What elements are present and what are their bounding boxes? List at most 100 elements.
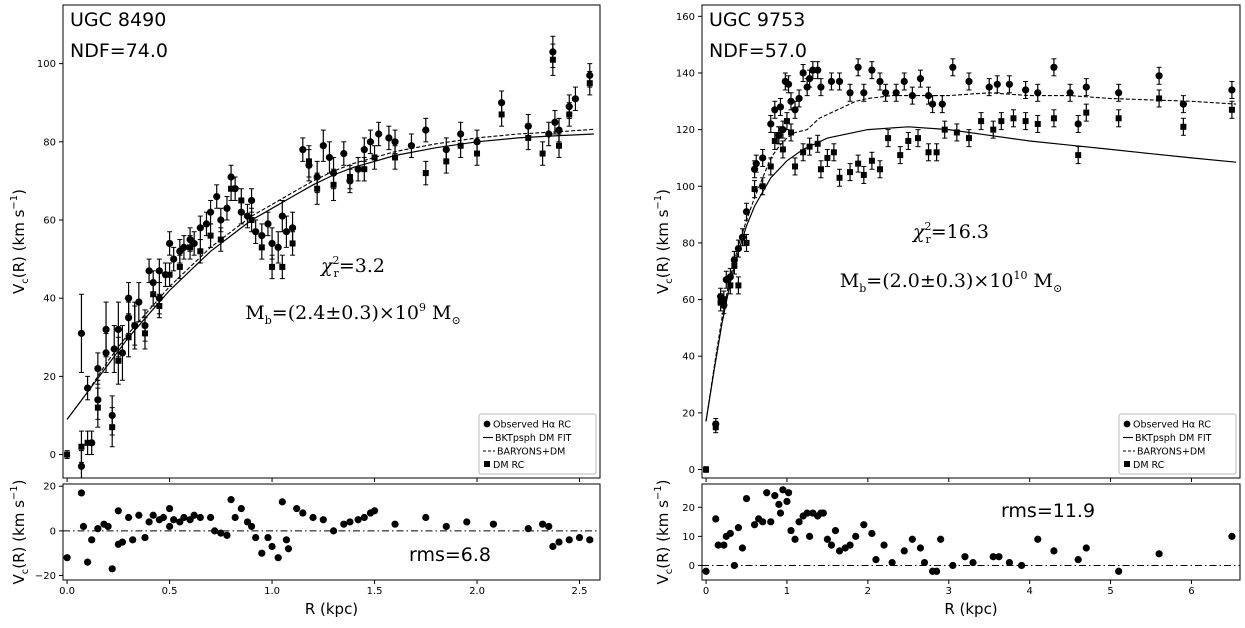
residual-point xyxy=(949,561,957,570)
observed-point xyxy=(1082,83,1090,91)
observed-point xyxy=(170,255,178,263)
observed-point xyxy=(346,177,354,185)
residual-point xyxy=(720,541,728,549)
y-tick-label: 40 xyxy=(682,352,695,363)
residual-point xyxy=(767,518,775,526)
observed-point xyxy=(742,208,751,216)
chi2-annotation: χ2 r=3.2 xyxy=(319,254,385,280)
residual-point xyxy=(779,486,787,494)
res-y-tick-label: 20 xyxy=(43,482,56,493)
dm-point xyxy=(847,169,854,176)
dm-point xyxy=(1180,123,1187,130)
dm-point xyxy=(84,439,91,446)
residual-point xyxy=(937,535,945,543)
observed-point xyxy=(360,146,368,154)
residual-point xyxy=(319,516,327,524)
residual-point xyxy=(1005,558,1014,567)
y-tick-label: 0 xyxy=(50,450,56,461)
dm-point xyxy=(556,142,563,149)
x-tick-label: 3 xyxy=(946,586,952,597)
dm-point xyxy=(915,135,922,142)
dm-point xyxy=(860,171,867,178)
residual-point xyxy=(880,541,888,549)
residual-point xyxy=(223,531,231,539)
residual-point xyxy=(329,527,338,535)
observed-point xyxy=(161,271,170,279)
observed-point xyxy=(882,89,890,97)
observed-point xyxy=(247,196,256,205)
observed-point xyxy=(375,130,383,138)
residual-point xyxy=(860,521,868,529)
observed-point xyxy=(938,100,946,108)
residual-point xyxy=(795,518,803,526)
residual-axes-frame xyxy=(701,483,1241,581)
residual-point xyxy=(159,513,168,522)
observed-point xyxy=(908,92,916,100)
y-tick-label: 80 xyxy=(682,238,695,249)
residual-point xyxy=(916,544,925,552)
observed-point xyxy=(227,173,235,181)
x-axis-label: R (kpc) xyxy=(944,600,997,618)
dm-point xyxy=(735,282,742,289)
x-tick-label: 1.0 xyxy=(264,586,280,597)
observed-point xyxy=(340,149,348,158)
residual-point xyxy=(247,522,256,531)
y-tick-label: 160 xyxy=(676,12,695,23)
dm-point xyxy=(800,149,807,156)
residual-point xyxy=(94,525,102,533)
x-tick-label: 1.5 xyxy=(367,586,383,597)
residual-point xyxy=(575,533,584,542)
dm-point xyxy=(868,157,875,164)
rms-annotation: rms=6.8 xyxy=(409,544,491,566)
observed-point xyxy=(795,94,803,103)
observed-point xyxy=(551,118,559,126)
observed-point xyxy=(268,239,276,248)
dm-point xyxy=(422,170,429,177)
observed-point xyxy=(776,103,785,111)
observed-point xyxy=(288,224,297,232)
residual-point xyxy=(771,492,779,500)
observed-point xyxy=(206,208,215,216)
residual-point xyxy=(190,511,198,519)
y-tick-label: 120 xyxy=(676,125,695,136)
observed-point xyxy=(155,294,163,302)
legend-dm-marker xyxy=(484,461,490,467)
dm-point xyxy=(771,137,778,144)
residual-point xyxy=(702,567,710,575)
residual-point xyxy=(714,541,722,549)
dm-point xyxy=(787,129,794,136)
observed-point xyxy=(949,63,957,71)
observed-point xyxy=(131,321,139,330)
dm-point xyxy=(779,146,786,153)
observed-point xyxy=(102,349,110,357)
y-tick-label: 60 xyxy=(682,295,695,306)
y-axis-label: Vc(R) (km s−1) xyxy=(653,189,675,294)
residual-point xyxy=(565,536,573,544)
legend-dm-marker xyxy=(1124,461,1130,467)
observed-point xyxy=(442,146,450,154)
residual-point xyxy=(524,525,532,533)
observed-point xyxy=(473,138,481,146)
ndf-value: NDF=57.0 xyxy=(709,40,807,62)
dm-point xyxy=(965,135,972,142)
residual-point xyxy=(969,558,977,567)
residual-point xyxy=(370,507,379,515)
dm-point xyxy=(941,126,948,133)
observed-point xyxy=(738,233,747,241)
residual-point xyxy=(1034,535,1042,543)
x-tick-label: 2.0 xyxy=(469,586,485,597)
residual-point xyxy=(274,554,282,562)
observed-point xyxy=(141,321,149,330)
residual-point xyxy=(165,522,174,531)
y-tick-label: 60 xyxy=(43,216,56,227)
legend-fit-label: BKTpsph DM FIT xyxy=(495,433,572,444)
observed-point xyxy=(555,126,563,134)
dm-point xyxy=(78,443,85,450)
dm-point xyxy=(978,118,985,125)
residual-point xyxy=(278,498,286,506)
residual-point xyxy=(872,556,880,564)
residual-point xyxy=(738,544,747,552)
residual-point xyxy=(114,507,122,515)
residual-point xyxy=(293,504,301,513)
dm-point xyxy=(876,166,883,173)
